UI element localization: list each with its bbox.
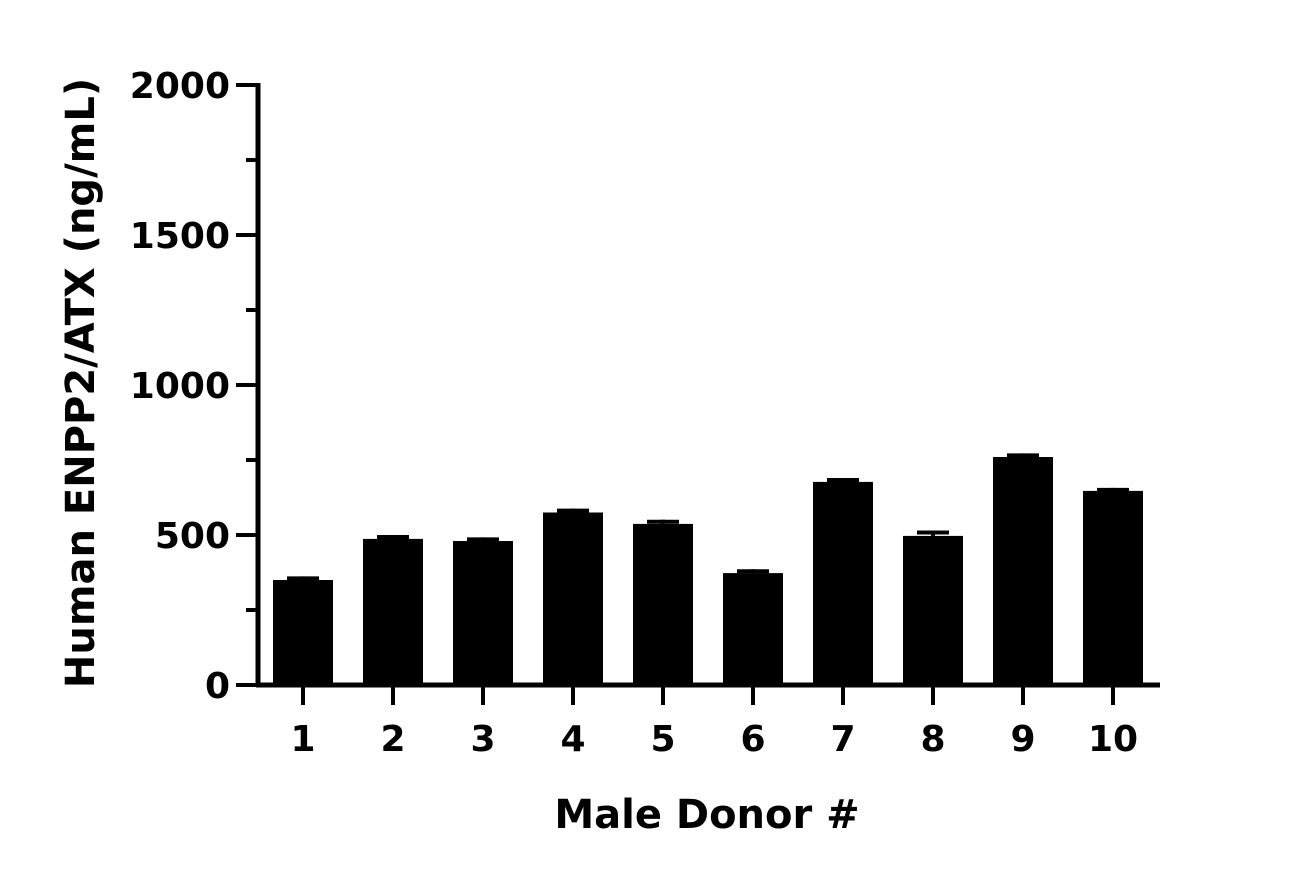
- bar-7: [813, 481, 873, 685]
- bar-5: [633, 523, 693, 685]
- x-tick-label: 4: [560, 719, 585, 760]
- y-tick-label: 500: [155, 516, 230, 557]
- tick-labels-layer: 0 500 1000 1500 2000 1 2 3 4 5 6 7 8 9 10: [130, 66, 1138, 760]
- x-tick-label: 8: [920, 719, 945, 760]
- bar-4: [543, 512, 603, 685]
- y-tick-label: 1500: [130, 216, 230, 257]
- x-tick-label: 2: [380, 719, 405, 760]
- x-axis-title: Male Donor #: [554, 792, 859, 838]
- y-tick-label: 2000: [130, 66, 230, 107]
- x-tick-label: 9: [1010, 719, 1035, 760]
- error-bars-layer: [287, 453, 1129, 581]
- x-tick-label: 5: [650, 719, 675, 760]
- y-tick-label: 0: [205, 666, 230, 707]
- y-axis-title: Human ENPP2/ATX (ng/mL): [58, 78, 104, 688]
- bar-6: [723, 573, 783, 685]
- bar-10: [1083, 490, 1143, 685]
- bar-8: [903, 535, 963, 685]
- axes-layer: [236, 83, 1160, 705]
- x-tick-label: 3: [470, 719, 495, 760]
- bars-layer: [273, 457, 1143, 685]
- x-tick-label: 10: [1088, 719, 1138, 760]
- x-tick-label: 7: [830, 719, 855, 760]
- bar-9: [993, 457, 1053, 685]
- y-tick-label: 1000: [130, 366, 230, 407]
- bar-1: [273, 580, 333, 685]
- x-tick-label: 1: [290, 719, 315, 760]
- bar-3: [453, 541, 513, 685]
- bar-2: [363, 538, 423, 685]
- x-tick-label: 6: [740, 719, 765, 760]
